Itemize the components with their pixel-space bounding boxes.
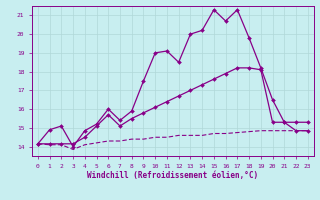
X-axis label: Windchill (Refroidissement éolien,°C): Windchill (Refroidissement éolien,°C) (87, 171, 258, 180)
